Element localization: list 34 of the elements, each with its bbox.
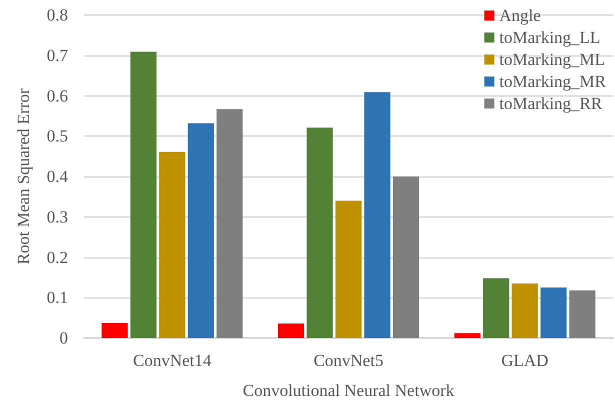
bar xyxy=(278,323,304,338)
legend-label: Angle xyxy=(499,6,541,25)
y-tick-label: 0.2 xyxy=(46,248,68,267)
bar xyxy=(392,176,420,338)
y-tick-label: 0.4 xyxy=(46,167,68,186)
bar xyxy=(512,283,538,338)
bar xyxy=(454,333,480,338)
y-tick-label: 0.7 xyxy=(46,46,68,65)
bar xyxy=(540,288,567,338)
bar xyxy=(130,52,156,338)
legend-label: toMarking_RR xyxy=(499,94,603,113)
bar xyxy=(569,290,596,338)
y-axis-title: Root Mean Squared Error xyxy=(14,88,33,265)
legend-label: toMarking_MR xyxy=(499,72,607,91)
y-tick-label: 0.5 xyxy=(46,126,68,146)
bar xyxy=(188,123,214,338)
legend-label: toMarking_LL xyxy=(499,28,600,47)
bar xyxy=(364,92,390,338)
y-tick-label: 0.6 xyxy=(46,86,68,106)
bar xyxy=(102,323,128,338)
x-tick-label: GLAD xyxy=(501,351,548,370)
legend-label: toMarking_ML xyxy=(499,50,606,69)
bar xyxy=(159,152,186,338)
x-tick-label: ConvNet14 xyxy=(132,351,212,370)
x-tick-label: ConvNet5 xyxy=(314,351,384,370)
y-tick-label: 0.1 xyxy=(46,288,68,308)
x-axis-title: Convolutional Neural Network xyxy=(242,381,455,400)
y-tick-label: 0 xyxy=(60,328,68,348)
y-tick-label: 0.3 xyxy=(46,207,68,226)
bar xyxy=(306,128,333,338)
bar xyxy=(216,109,243,338)
y-tick-label: 0.8 xyxy=(46,6,68,24)
bar xyxy=(335,200,362,338)
bar xyxy=(483,278,510,338)
